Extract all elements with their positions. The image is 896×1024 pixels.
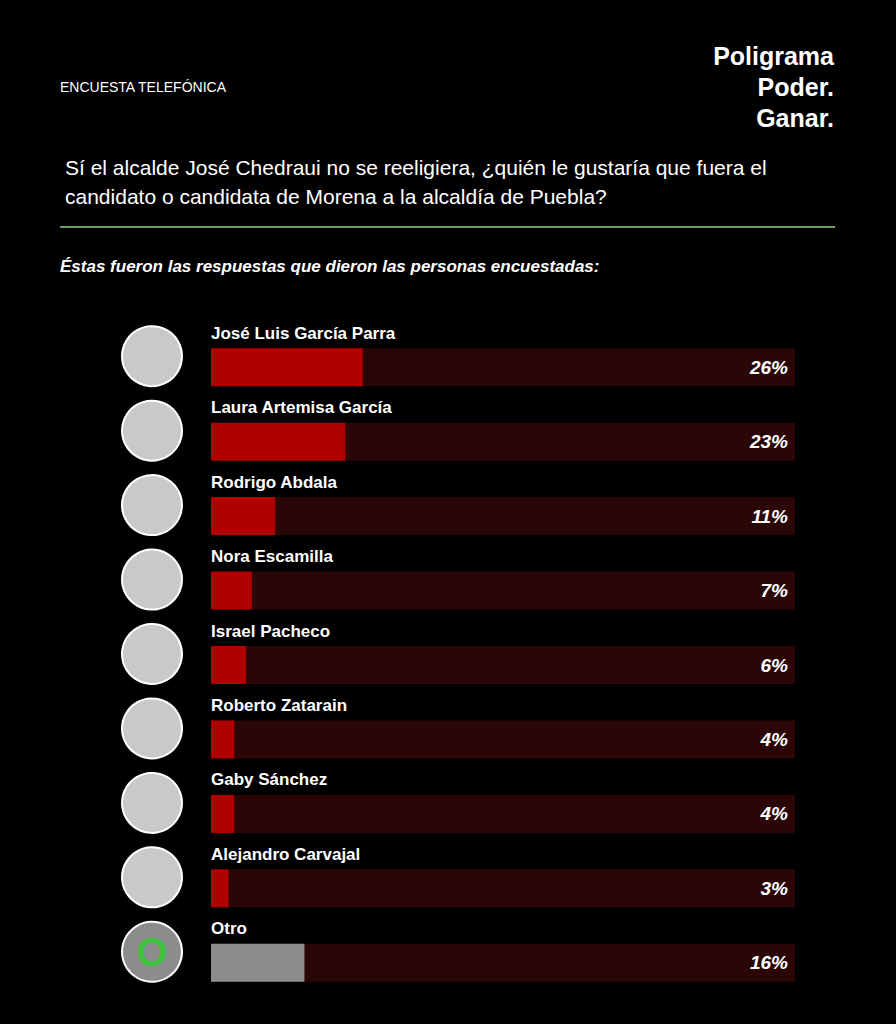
svg-text:ENCUESTA TELEFÓNICA: ENCUESTA TELEFÓNICA: [60, 79, 227, 95]
svg-text:Poligrama: Poligrama: [713, 42, 835, 70]
svg-text:Nora Escamilla: Nora Escamilla: [211, 547, 333, 566]
svg-text:Laura Artemisa García: Laura Artemisa García: [211, 398, 392, 417]
svg-text:4%: 4%: [760, 729, 789, 750]
svg-text:Poder.: Poder.: [758, 73, 834, 101]
svg-text:26%: 26%: [749, 357, 788, 378]
svg-text:O: O: [136, 930, 167, 974]
svg-text:Éstas fueron las respuestas qu: Éstas fueron las respuestas que dieron l…: [60, 257, 599, 276]
svg-text:3%: 3%: [761, 878, 789, 899]
svg-text:Rodrigo Abdala: Rodrigo Abdala: [211, 473, 337, 492]
svg-text:16%: 16%: [750, 952, 788, 973]
svg-text:José Luis García Parra: José Luis García Parra: [211, 324, 396, 343]
svg-text:Sí el alcalde José Chedraui no: Sí el alcalde José Chedraui no se reelig…: [65, 156, 772, 179]
svg-text:Israel Pacheco: Israel Pacheco: [211, 622, 330, 641]
svg-text:Otro: Otro: [211, 919, 247, 938]
svg-text:23%: 23%: [749, 431, 788, 452]
svg-text:candidato o candidata de Moren: candidato o candidata de Morena a la alc…: [65, 185, 607, 208]
svg-text:Ganar.: Ganar.: [756, 104, 834, 132]
svg-text:Alejandro Carvajal: Alejandro Carvajal: [211, 845, 360, 864]
svg-text:11%: 11%: [751, 506, 788, 527]
svg-text:Roberto Zatarain: Roberto Zatarain: [211, 696, 347, 715]
svg-text:6%: 6%: [761, 655, 789, 676]
svg-text:7%: 7%: [761, 580, 789, 601]
svg-text:Gaby Sánchez: Gaby Sánchez: [211, 770, 327, 789]
svg-text:4%: 4%: [760, 803, 789, 824]
